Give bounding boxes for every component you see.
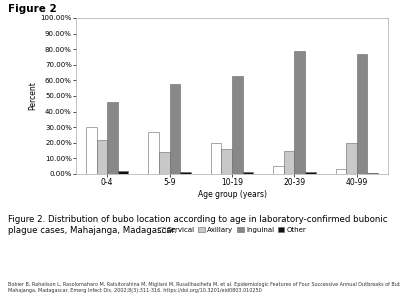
Y-axis label: Percent: Percent: [29, 82, 38, 110]
Bar: [368, 173, 378, 174]
Bar: [118, 171, 128, 174]
Bar: [180, 172, 191, 174]
Text: Figure 2: Figure 2: [8, 4, 57, 14]
Bar: [211, 143, 221, 174]
Bar: [357, 54, 368, 174]
Bar: [346, 143, 357, 174]
Bar: [96, 140, 107, 174]
Bar: [284, 151, 294, 174]
X-axis label: Age group (years): Age group (years): [198, 190, 266, 199]
Bar: [148, 132, 159, 174]
Bar: [107, 102, 118, 174]
Bar: [221, 149, 232, 174]
Bar: [336, 169, 346, 174]
Bar: [243, 172, 253, 174]
Bar: [86, 127, 96, 174]
Bar: [294, 51, 305, 174]
Bar: [159, 152, 170, 174]
Bar: [170, 83, 180, 174]
Text: Figure 2. Distribution of bubo location according to age in laboratory-confirmed: Figure 2. Distribution of bubo location …: [8, 214, 388, 235]
Text: Bobier B, Rahalison L, Rasolomaharo M, Ratsitorahina M, Migliani M, Rusalihasihe: Bobier B, Rahalison L, Rasolomaharo M, R…: [8, 282, 400, 293]
Bar: [305, 172, 316, 174]
Legend: Cervical, Axillary, Inguinal, Other: Cervical, Axillary, Inguinal, Other: [155, 224, 309, 236]
Bar: [273, 166, 284, 174]
Bar: [232, 76, 243, 174]
